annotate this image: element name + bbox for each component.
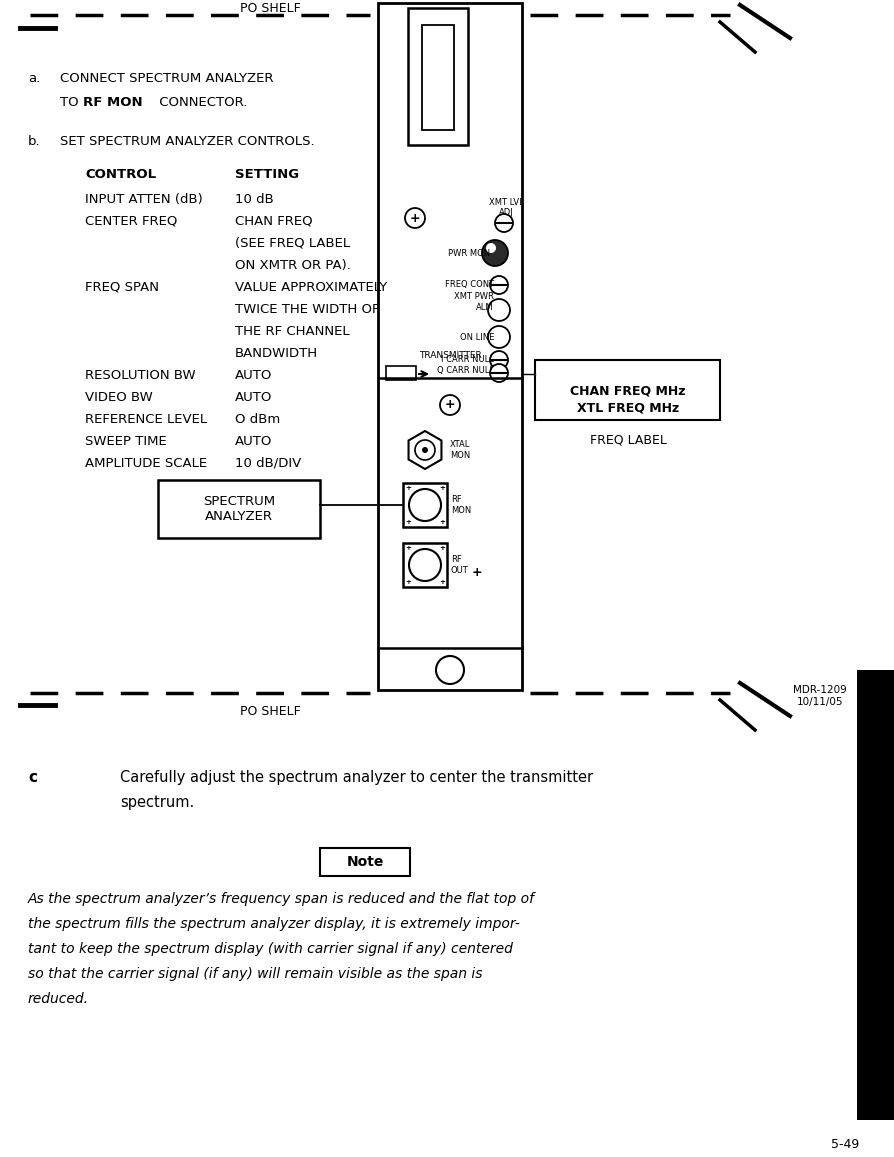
Text: TWICE THE WIDTH OF: TWICE THE WIDTH OF [235,303,379,316]
Text: Note: Note [346,855,384,869]
Text: XMT PWR
ALM: XMT PWR ALM [453,293,493,311]
Text: AUTO: AUTO [235,391,272,404]
Text: reduced.: reduced. [28,992,89,1005]
Text: As the spectrum analyzer’s frequency span is reduced and the flat top of: As the spectrum analyzer’s frequency spa… [28,892,535,906]
Bar [158,480,320,538]
Text: +: + [439,578,444,585]
Text: ON XMTR OR PA).: ON XMTR OR PA). [235,259,350,272]
Text: INPUT ATTEN (dB): INPUT ATTEN (dB) [85,193,203,206]
Text: +: + [405,545,410,551]
Text: CONNECTOR.: CONNECTOR. [155,96,247,109]
Bar [408,8,468,145]
Text: TO: TO [60,96,83,109]
Bar [535,360,719,420]
Text: 5-49: 5-49 [830,1138,858,1151]
Circle shape [489,351,508,369]
Text: RF
MON: RF MON [451,495,471,515]
Text: SPECTRUM
ANALYZER: SPECTRUM ANALYZER [203,495,274,523]
Circle shape [485,243,495,253]
Text: 10 dB: 10 dB [235,193,274,206]
Text: MDR-1209
10/11/05: MDR-1209 10/11/05 [792,685,846,707]
Text: CENTER FREQ: CENTER FREQ [85,215,177,228]
Text: I CARR NULL: I CARR NULL [441,355,493,364]
Text: VALUE APPROXIMATELY: VALUE APPROXIMATELY [235,281,387,294]
Text: PO SHELF: PO SHELF [240,705,300,718]
Text: CHAN FREQ: CHAN FREQ [235,215,312,228]
Text: +: + [439,545,444,551]
Text: ON LINE: ON LINE [460,332,493,341]
Text: PO SHELF: PO SHELF [240,2,300,15]
Text: so that the carrier signal (if any) will remain visible as the span is: so that the carrier signal (if any) will… [28,967,482,981]
Polygon shape [408,432,441,469]
Bar [402,543,446,587]
Text: b.: b. [28,135,40,148]
Text: AUTO: AUTO [235,435,272,448]
Circle shape [409,489,441,521]
Text: TRANSMITTER: TRANSMITTER [418,351,481,360]
Text: a.: a. [28,72,40,84]
Text: the spectrum fills the spectrum analyzer display, it is extremely impor-: the spectrum fills the spectrum analyzer… [28,918,519,931]
Text: Q CARR NULL: Q CARR NULL [436,366,493,375]
Circle shape [487,299,510,320]
Text: XTL FREQ MHz: XTL FREQ MHz [577,401,679,414]
Text: SET SPECTRUM ANALYZER CONTROLS.: SET SPECTRUM ANALYZER CONTROLS. [60,135,315,148]
Text: SWEEP TIME: SWEEP TIME [85,435,166,448]
Circle shape [482,239,508,266]
Text: SETTING: SETTING [235,168,299,180]
Text: VIDEO BW: VIDEO BW [85,391,153,404]
Text: FREQ CONT: FREQ CONT [444,280,493,289]
Text: AUTO: AUTO [235,369,272,382]
Text: +: + [439,485,444,491]
Text: (SEE FREQ LABEL: (SEE FREQ LABEL [235,237,350,250]
Text: spectrum.: spectrum. [120,795,194,810]
Circle shape [489,364,508,382]
Circle shape [440,395,460,415]
Bar [320,848,409,876]
Text: +: + [444,398,455,412]
Text: FREQ SPAN: FREQ SPAN [85,281,159,294]
Text: tant to keep the spectrum display (with carrier signal if any) centered: tant to keep the spectrum display (with … [28,942,512,956]
Bar [385,366,416,379]
Text: +: + [439,519,444,525]
Circle shape [487,326,510,348]
Circle shape [405,208,425,228]
Text: O dBm: O dBm [235,413,280,426]
Circle shape [422,447,427,454]
Bar [856,670,894,1120]
Circle shape [489,277,508,294]
Text: +: + [405,578,410,585]
Text: +: + [405,485,410,491]
Text: REFERENCE LEVEL: REFERENCE LEVEL [85,413,207,426]
Circle shape [435,656,463,684]
Bar [402,482,446,526]
Bar [377,3,521,690]
Circle shape [409,550,441,581]
Text: BANDWIDTH: BANDWIDTH [235,347,317,360]
Text: CHAN FREQ MHz: CHAN FREQ MHz [569,384,685,398]
Text: AMPLITUDE SCALE: AMPLITUDE SCALE [85,457,207,470]
Text: +: + [409,212,420,224]
Bar [422,25,453,130]
Text: Carefully adjust the spectrum analyzer to center the transmitter: Carefully adjust the spectrum analyzer t… [120,771,593,784]
Text: XMT LVL
ADJ: XMT LVL ADJ [488,198,523,218]
Text: THE RF CHANNEL: THE RF CHANNEL [235,325,350,338]
Text: RF MON: RF MON [83,96,142,109]
Text: CONNECT SPECTRUM ANALYZER: CONNECT SPECTRUM ANALYZER [60,72,274,84]
Circle shape [494,214,512,233]
Text: c: c [28,771,37,784]
Circle shape [415,440,434,460]
Text: PWR MON: PWR MON [447,249,489,258]
Text: XTAL
MON: XTAL MON [450,441,470,459]
Text: +: + [405,519,410,525]
Text: RESOLUTION BW: RESOLUTION BW [85,369,196,382]
Text: +: + [471,567,482,580]
Text: CONTROL: CONTROL [85,168,156,180]
Text: FREQ LABEL: FREQ LABEL [589,434,666,447]
Text: RF
OUT: RF OUT [451,555,468,575]
Text: 10 dB/DIV: 10 dB/DIV [235,457,301,470]
